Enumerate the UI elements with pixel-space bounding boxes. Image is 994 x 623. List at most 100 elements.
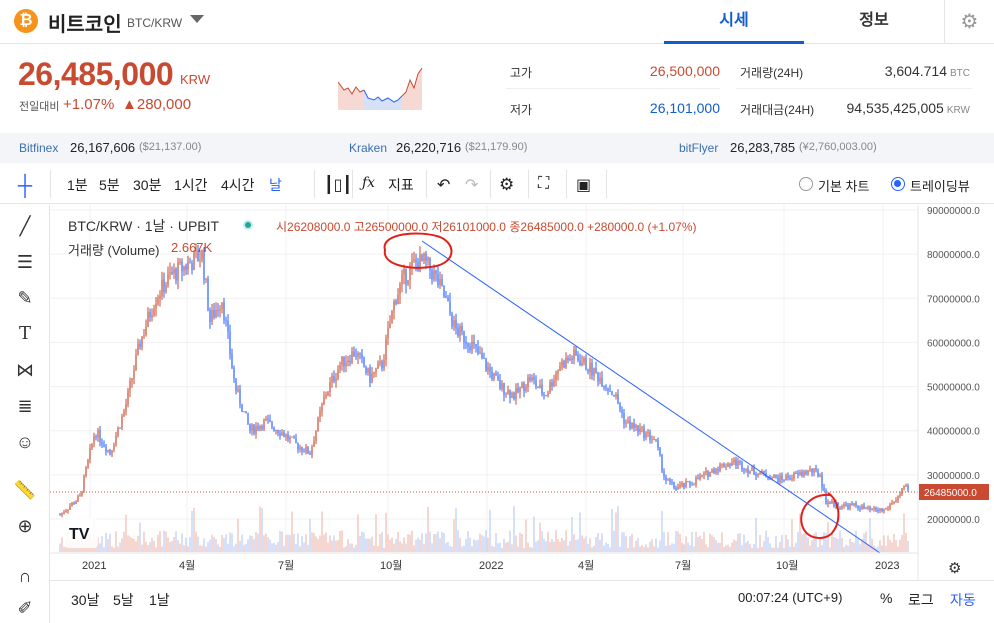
candle-body: [523, 382, 525, 392]
candle-body: [703, 472, 705, 476]
candle-body: [759, 473, 761, 475]
chevron-down-icon[interactable]: [190, 15, 204, 23]
candle-body: [373, 371, 375, 374]
volume-bar: [385, 512, 387, 552]
pencil-lock-icon[interactable]: ✐: [17, 598, 33, 618]
volume-label: 거래량(24H): [740, 66, 804, 80]
interval-1m[interactable]: 1분: [67, 177, 88, 193]
candle-body: [145, 326, 147, 336]
range-5d[interactable]: 5날: [113, 592, 134, 608]
brush-icon[interactable]: ✎: [17, 288, 33, 308]
interval-5m[interactable]: 5분: [99, 177, 120, 193]
volume-bar: [773, 547, 775, 552]
text-icon[interactable]: T: [18, 323, 31, 344]
candle-body: [213, 309, 215, 318]
volume-bar: [549, 542, 551, 552]
candle-body: [799, 471, 801, 475]
log-toggle[interactable]: 로그: [908, 592, 934, 608]
magnet-icon[interactable]: ∩: [18, 566, 32, 586]
coin-name[interactable]: 비트코인: [48, 14, 122, 36]
candle-body: [489, 367, 491, 372]
candle-type-icon[interactable]: ┃▯┃: [324, 177, 353, 194]
fib-icon[interactable]: ≣: [17, 396, 33, 416]
candle-body: [139, 343, 141, 348]
pattern-icon[interactable]: ⋈: [16, 360, 34, 380]
candle-body: [293, 436, 295, 439]
zoom-in-icon[interactable]: ⊕: [17, 516, 33, 536]
candle-body: [645, 432, 647, 438]
interval-4h[interactable]: 4시간: [221, 177, 255, 193]
candle-body: [529, 377, 531, 381]
candle-body: [637, 425, 639, 433]
candle-body: [861, 505, 863, 510]
exchange-name[interactable]: Kraken: [349, 141, 388, 155]
exchange-name[interactable]: bitFlyer: [679, 141, 719, 155]
basic-chart-radio[interactable]: [799, 177, 813, 191]
candle-body: [253, 424, 255, 434]
bitcoin-icon: ₿: [14, 9, 38, 33]
basic-chart-label[interactable]: 기본 차트: [818, 179, 870, 194]
percent-toggle[interactable]: %: [880, 590, 893, 606]
tradingview-radio[interactable]: [891, 177, 905, 191]
gear-icon[interactable]: ⚙: [944, 0, 994, 44]
volume-bar: [713, 537, 715, 552]
fullscreen-icon[interactable]: ⛶: [538, 175, 550, 192]
interval-1h[interactable]: 1시간: [174, 177, 208, 193]
candle-body: [63, 512, 65, 514]
horizontal-lines-icon[interactable]: ☰: [16, 252, 34, 272]
volume-bar: [821, 545, 823, 552]
redo-icon[interactable]: ↷: [465, 177, 479, 194]
candle-body: [155, 303, 157, 309]
volume-legend-value: 2.667K: [171, 240, 213, 255]
tab-info[interactable]: 정보: [859, 12, 889, 29]
volume-bar: [341, 530, 343, 552]
candle-body: [559, 366, 561, 371]
volume-bar: [237, 518, 239, 552]
crosshair-icon[interactable]: ┼: [17, 175, 33, 197]
volume-bar: [679, 533, 681, 552]
volume-bar: [441, 531, 443, 552]
volume-bar: [861, 539, 863, 552]
exchange-name[interactable]: Bitfinex: [19, 141, 59, 155]
ruler-icon[interactable]: 📏: [13, 480, 37, 500]
candle-body: [91, 443, 93, 449]
candle-body: [157, 298, 159, 304]
candle-body: [535, 379, 537, 387]
volume-legend-label[interactable]: 거래량 (Volume): [68, 243, 160, 258]
tradingview-label[interactable]: 트레이딩뷰: [910, 179, 970, 194]
exchange-krw: 26,220,716: [396, 140, 462, 155]
candle-body: [341, 356, 343, 365]
range-30d[interactable]: 30날: [71, 592, 100, 608]
candle-body: [395, 300, 397, 305]
volume-bar: [443, 533, 445, 552]
volume-bar: [785, 534, 787, 552]
chart-legend-title[interactable]: BTC/KRW · 1날 · UPBIT: [68, 218, 220, 234]
range-1d[interactable]: 1날: [149, 592, 170, 608]
coin-pair[interactable]: BTC/KRW: [127, 16, 183, 30]
volume-bar: [809, 545, 811, 552]
volume-bar: [693, 546, 695, 552]
volume-bar: [541, 531, 543, 552]
trend-line-icon[interactable]: ╱: [19, 216, 31, 236]
interval-day[interactable]: 날: [269, 177, 282, 193]
tab-price[interactable]: 시세: [664, 0, 804, 44]
indicator-button[interactable]: 지표: [388, 177, 414, 193]
undo-icon[interactable]: ↶: [437, 177, 451, 194]
auto-toggle[interactable]: 자동: [950, 592, 976, 608]
settings-icon[interactable]: ⚙: [499, 175, 515, 194]
chart-grid: [50, 205, 918, 553]
volume-bar: [731, 542, 733, 552]
price-chart[interactable]: 90000000.0 80000000.0 70000000.0 60000000.0…: [50, 205, 994, 580]
candle-body: [367, 367, 369, 373]
candle-body: [163, 279, 165, 293]
emoji-icon[interactable]: ☺: [15, 432, 35, 452]
function-icon[interactable]: ƒx: [362, 175, 376, 191]
candle-body: [123, 411, 125, 417]
candle-body: [405, 268, 407, 285]
clock[interactable]: 00:07:24 (UTC+9): [738, 590, 843, 605]
camera-icon[interactable]: ▣: [576, 177, 592, 194]
volume-bar: [865, 531, 867, 552]
volume-bar: [789, 546, 791, 552]
interval-30m[interactable]: 30분: [133, 177, 162, 193]
volume-bar: [367, 538, 369, 552]
